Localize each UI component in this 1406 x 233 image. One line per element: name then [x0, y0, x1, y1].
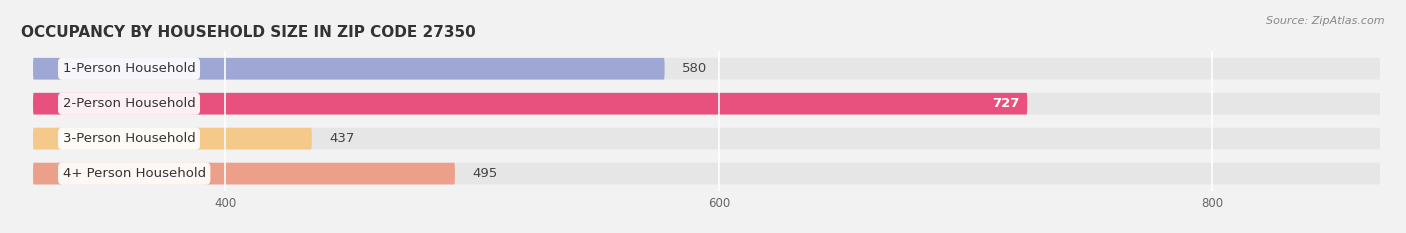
Text: 727: 727: [993, 97, 1019, 110]
FancyBboxPatch shape: [34, 58, 665, 80]
Text: 1-Person Household: 1-Person Household: [63, 62, 195, 75]
FancyBboxPatch shape: [34, 93, 1379, 115]
FancyBboxPatch shape: [34, 128, 1379, 150]
Text: Source: ZipAtlas.com: Source: ZipAtlas.com: [1267, 16, 1385, 26]
Text: OCCUPANCY BY HOUSEHOLD SIZE IN ZIP CODE 27350: OCCUPANCY BY HOUSEHOLD SIZE IN ZIP CODE …: [21, 25, 477, 40]
Text: 3-Person Household: 3-Person Household: [63, 132, 195, 145]
Text: 437: 437: [329, 132, 354, 145]
Text: 495: 495: [472, 167, 498, 180]
FancyBboxPatch shape: [34, 163, 1379, 185]
Text: 580: 580: [682, 62, 707, 75]
FancyBboxPatch shape: [34, 128, 312, 150]
Text: 4+ Person Household: 4+ Person Household: [63, 167, 205, 180]
FancyBboxPatch shape: [34, 163, 456, 185]
Text: 2-Person Household: 2-Person Household: [63, 97, 195, 110]
FancyBboxPatch shape: [34, 58, 1379, 80]
FancyBboxPatch shape: [34, 93, 1028, 115]
